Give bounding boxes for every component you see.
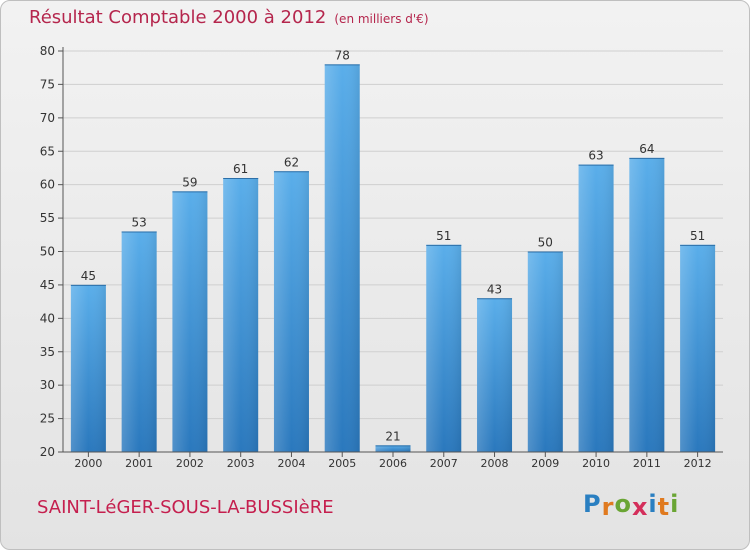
bar-shine xyxy=(273,171,309,453)
y-tick-label: 35 xyxy=(40,345,55,359)
axes-layer: 20 25 30 35 40 45 50 55 60 65 70 75 80 2000 2001 2002 20… xyxy=(40,44,723,470)
data-label: 59 xyxy=(182,175,197,189)
y-tick-label: 45 xyxy=(40,278,55,292)
bar-shine xyxy=(324,64,360,452)
data-label: 64 xyxy=(639,142,654,156)
y-tick-label: 80 xyxy=(40,44,55,58)
bar-shine xyxy=(223,177,259,452)
x-tick-label: 2010 xyxy=(582,457,610,470)
x-tick-label: 2003 xyxy=(227,457,255,470)
data-label: 62 xyxy=(284,155,299,169)
data-label: 51 xyxy=(690,229,705,243)
chart-title: Résultat Comptable 2000 à 2012 xyxy=(29,7,327,28)
proxiti-logo[interactable]: Proxiti xyxy=(583,490,680,521)
data-label: 45 xyxy=(81,269,96,283)
logo-letter: t xyxy=(657,493,671,521)
x-tick-label: 2009 xyxy=(531,457,559,470)
data-label: 78 xyxy=(335,48,350,62)
bar-shine xyxy=(375,445,411,452)
grid-layer xyxy=(63,50,723,420)
labels-layer: 45 53 59 61 62 78 21 51 43 50 63 64 51 xyxy=(81,48,706,443)
x-tick-label: 2012 xyxy=(684,457,712,470)
x-tick-label: 2006 xyxy=(379,457,407,470)
y-tick-label: 25 xyxy=(40,412,55,426)
x-tick-label: 2001 xyxy=(125,457,153,470)
bar-shine xyxy=(70,284,106,452)
data-label: 50 xyxy=(538,236,553,250)
x-tick-label: 2011 xyxy=(633,457,661,470)
y-tick-label: 65 xyxy=(40,144,55,158)
bar-shine xyxy=(680,244,716,452)
bar-shine xyxy=(477,298,513,452)
chart-title-block: Résultat Comptable 2000 à 2012 (en millie… xyxy=(29,7,429,28)
y-tick-label: 55 xyxy=(40,211,55,225)
commune-name: SAINT-LéGER-SOUS-LA-BUSSIèRE xyxy=(37,497,334,518)
data-label: 21 xyxy=(385,429,400,443)
x-tick-label: 2002 xyxy=(176,457,204,470)
data-label: 43 xyxy=(487,282,502,296)
bar-shine xyxy=(172,191,208,452)
bar-shine xyxy=(629,157,665,452)
data-label: 53 xyxy=(132,215,147,229)
x-tick-label: 2000 xyxy=(74,457,102,470)
bar-shine xyxy=(527,251,563,452)
y-tick-label: 70 xyxy=(40,111,55,125)
y-tick-label: 20 xyxy=(40,445,55,459)
data-label: 63 xyxy=(588,149,603,163)
y-tick-label: 30 xyxy=(40,378,55,392)
bar-shine xyxy=(426,244,462,452)
bars-layer xyxy=(70,64,716,453)
logo-letter: o xyxy=(614,490,632,518)
bar-shine xyxy=(121,231,157,452)
data-label: 61 xyxy=(233,162,248,176)
x-tick-label: 2005 xyxy=(328,457,356,470)
logo-letter: i xyxy=(648,490,658,518)
y-tick-label: 50 xyxy=(40,245,55,259)
chart-subtitle: (en milliers d'€) xyxy=(334,12,429,26)
x-tick-label: 2008 xyxy=(481,457,509,470)
y-tick-label: 40 xyxy=(40,311,55,325)
x-tick-label: 2004 xyxy=(277,457,305,470)
x-tick-label: 2007 xyxy=(430,457,458,470)
y-tick-label: 75 xyxy=(40,77,55,91)
bar-shine xyxy=(578,164,614,452)
logo-letter: x xyxy=(631,493,649,521)
logo-letter: i xyxy=(670,490,680,518)
logo-letter: r xyxy=(601,493,615,521)
y-tick-label: 60 xyxy=(40,178,55,192)
logo-letter: P xyxy=(583,490,602,518)
data-label: 51 xyxy=(436,229,451,243)
